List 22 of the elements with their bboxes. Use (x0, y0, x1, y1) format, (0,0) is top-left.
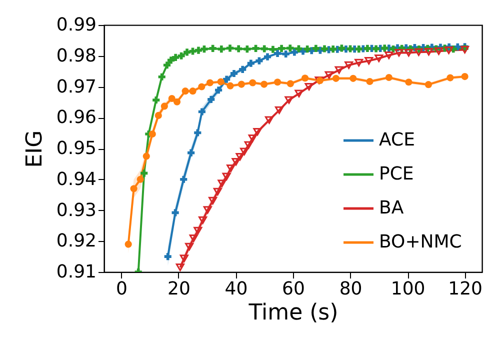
y-tick-label: 0.92 (56, 230, 96, 252)
x-axis-title: Time (s) (248, 300, 338, 326)
y-tick-label: 0.98 (56, 45, 96, 66)
y-tick-label: 0.97 (56, 76, 96, 98)
x-tick-label: 20 (168, 278, 190, 300)
x-tick-label: 100 (390, 278, 426, 300)
y-tick-label: 0.94 (56, 168, 96, 190)
y-axis-title: EIG (22, 130, 48, 168)
y-tick-label: 0.93 (56, 200, 96, 221)
x-tick-label: 80 (339, 278, 362, 300)
legend-label: BA (379, 198, 404, 218)
y-tick-label: 0.91 (56, 262, 96, 282)
y-tick-label: 0.99 (56, 14, 96, 36)
x-tick-label: 40 (224, 278, 248, 300)
legend-label: ACE (379, 130, 415, 150)
legend-label: PCE (379, 164, 414, 184)
y-tick-label: 0.95 (56, 138, 96, 159)
x-tick-label: 120 (448, 278, 482, 300)
legend-label: BO+NMC (379, 232, 462, 252)
y-tick-label: 0.96 (56, 107, 96, 128)
x-tick-label: 60 (282, 278, 305, 300)
x-tick-label: 0 (116, 278, 128, 300)
